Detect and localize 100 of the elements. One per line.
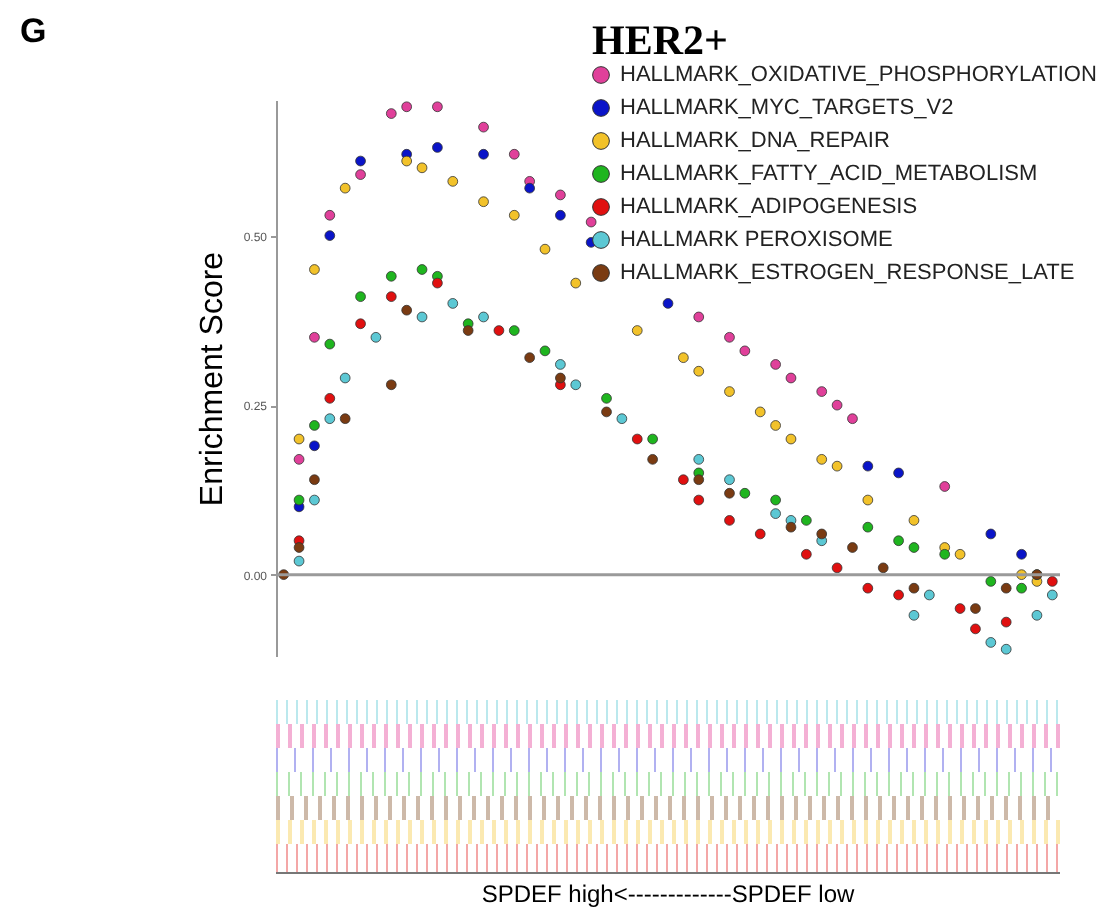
point: [386, 379, 397, 391]
point: [678, 352, 689, 363]
point: [1016, 582, 1027, 594]
point: [724, 332, 735, 343]
legend-label: HALLMARK_MYC_TARGETS_V2: [620, 96, 954, 120]
text: SPDEF high<-------------SPDEF low: [479, 880, 857, 908]
point: [309, 420, 320, 431]
point: [877, 562, 889, 574]
point: [647, 454, 658, 465]
point: [970, 623, 981, 635]
text: G: [20, 12, 47, 52]
point: [739, 487, 751, 499]
point: [339, 372, 351, 384]
point: [293, 433, 305, 445]
point: [893, 535, 904, 547]
legend-label: HALLMARK_DNA_REPAIR: [620, 129, 890, 153]
point: [401, 304, 412, 316]
point: [754, 406, 766, 418]
point: [1000, 616, 1012, 628]
point: [293, 555, 305, 567]
point: [647, 433, 658, 445]
point: [954, 603, 966, 614]
point: [1031, 610, 1043, 621]
point: [416, 311, 428, 323]
point: [631, 325, 643, 336]
point: [570, 277, 582, 289]
point: [447, 176, 459, 187]
point: [570, 379, 582, 391]
point: [831, 562, 843, 574]
point: [970, 603, 981, 614]
point: [478, 311, 489, 323]
point: [309, 440, 320, 452]
point: [908, 582, 920, 594]
point: [324, 338, 336, 350]
point: [801, 515, 812, 526]
point: [631, 433, 643, 445]
point: [724, 386, 735, 397]
point: [862, 494, 874, 506]
point: [831, 460, 843, 472]
point: [339, 182, 351, 194]
point: [724, 487, 735, 499]
legend-label: HALLMARK_ADIPOGENESIS: [620, 195, 918, 219]
point: [355, 318, 366, 330]
legend-label: HALLMARK_OXIDATIVE_PHOSPHORYLATION: [620, 63, 1097, 87]
point: [432, 101, 443, 113]
point: [1047, 589, 1058, 601]
point: [370, 332, 382, 343]
point: [739, 345, 751, 357]
point: [954, 549, 966, 560]
point: [816, 386, 828, 397]
point: [724, 474, 735, 485]
legend-label: HALLMARK_ESTROGEN_RESPONSE_LATE: [620, 261, 1075, 285]
point: [539, 345, 551, 357]
point: [678, 474, 689, 485]
point: [939, 549, 950, 560]
point: [616, 413, 628, 424]
point: [478, 196, 489, 207]
point: [309, 332, 320, 343]
point: [816, 528, 828, 540]
point: [693, 474, 705, 485]
point: [893, 589, 904, 601]
point: [785, 521, 797, 533]
point: [770, 420, 781, 431]
legend-label: HALLMARK_FATTY_ACID_METABOLISM: [620, 162, 1038, 186]
chart-title: HER2+: [592, 16, 728, 65]
point: [478, 121, 489, 133]
point: [432, 142, 443, 153]
point: [508, 209, 520, 221]
point: [493, 325, 505, 336]
point: [508, 148, 520, 160]
point: [432, 277, 443, 289]
point: [985, 576, 997, 587]
point: [754, 528, 766, 540]
point: [555, 189, 566, 201]
point: [785, 433, 797, 445]
point: [355, 291, 366, 302]
point: [447, 298, 459, 309]
point: [324, 413, 336, 424]
legend-label: HALLMARK PEROXISOME: [620, 228, 893, 252]
point: [585, 216, 597, 228]
point: [862, 460, 874, 472]
point: [601, 406, 612, 418]
point: [539, 243, 551, 255]
point: [801, 549, 812, 560]
point: [339, 413, 351, 424]
point: [770, 508, 781, 519]
point: [785, 372, 797, 384]
point: [401, 101, 412, 113]
point: [555, 359, 566, 370]
point: [355, 169, 366, 180]
point: [862, 582, 874, 594]
point: [1000, 582, 1012, 594]
point: [324, 393, 336, 404]
point: [324, 209, 336, 221]
point: [508, 325, 520, 336]
point: [524, 182, 535, 194]
point: [862, 521, 874, 533]
point: [309, 494, 320, 506]
point: [693, 311, 705, 323]
point: [478, 148, 489, 160]
